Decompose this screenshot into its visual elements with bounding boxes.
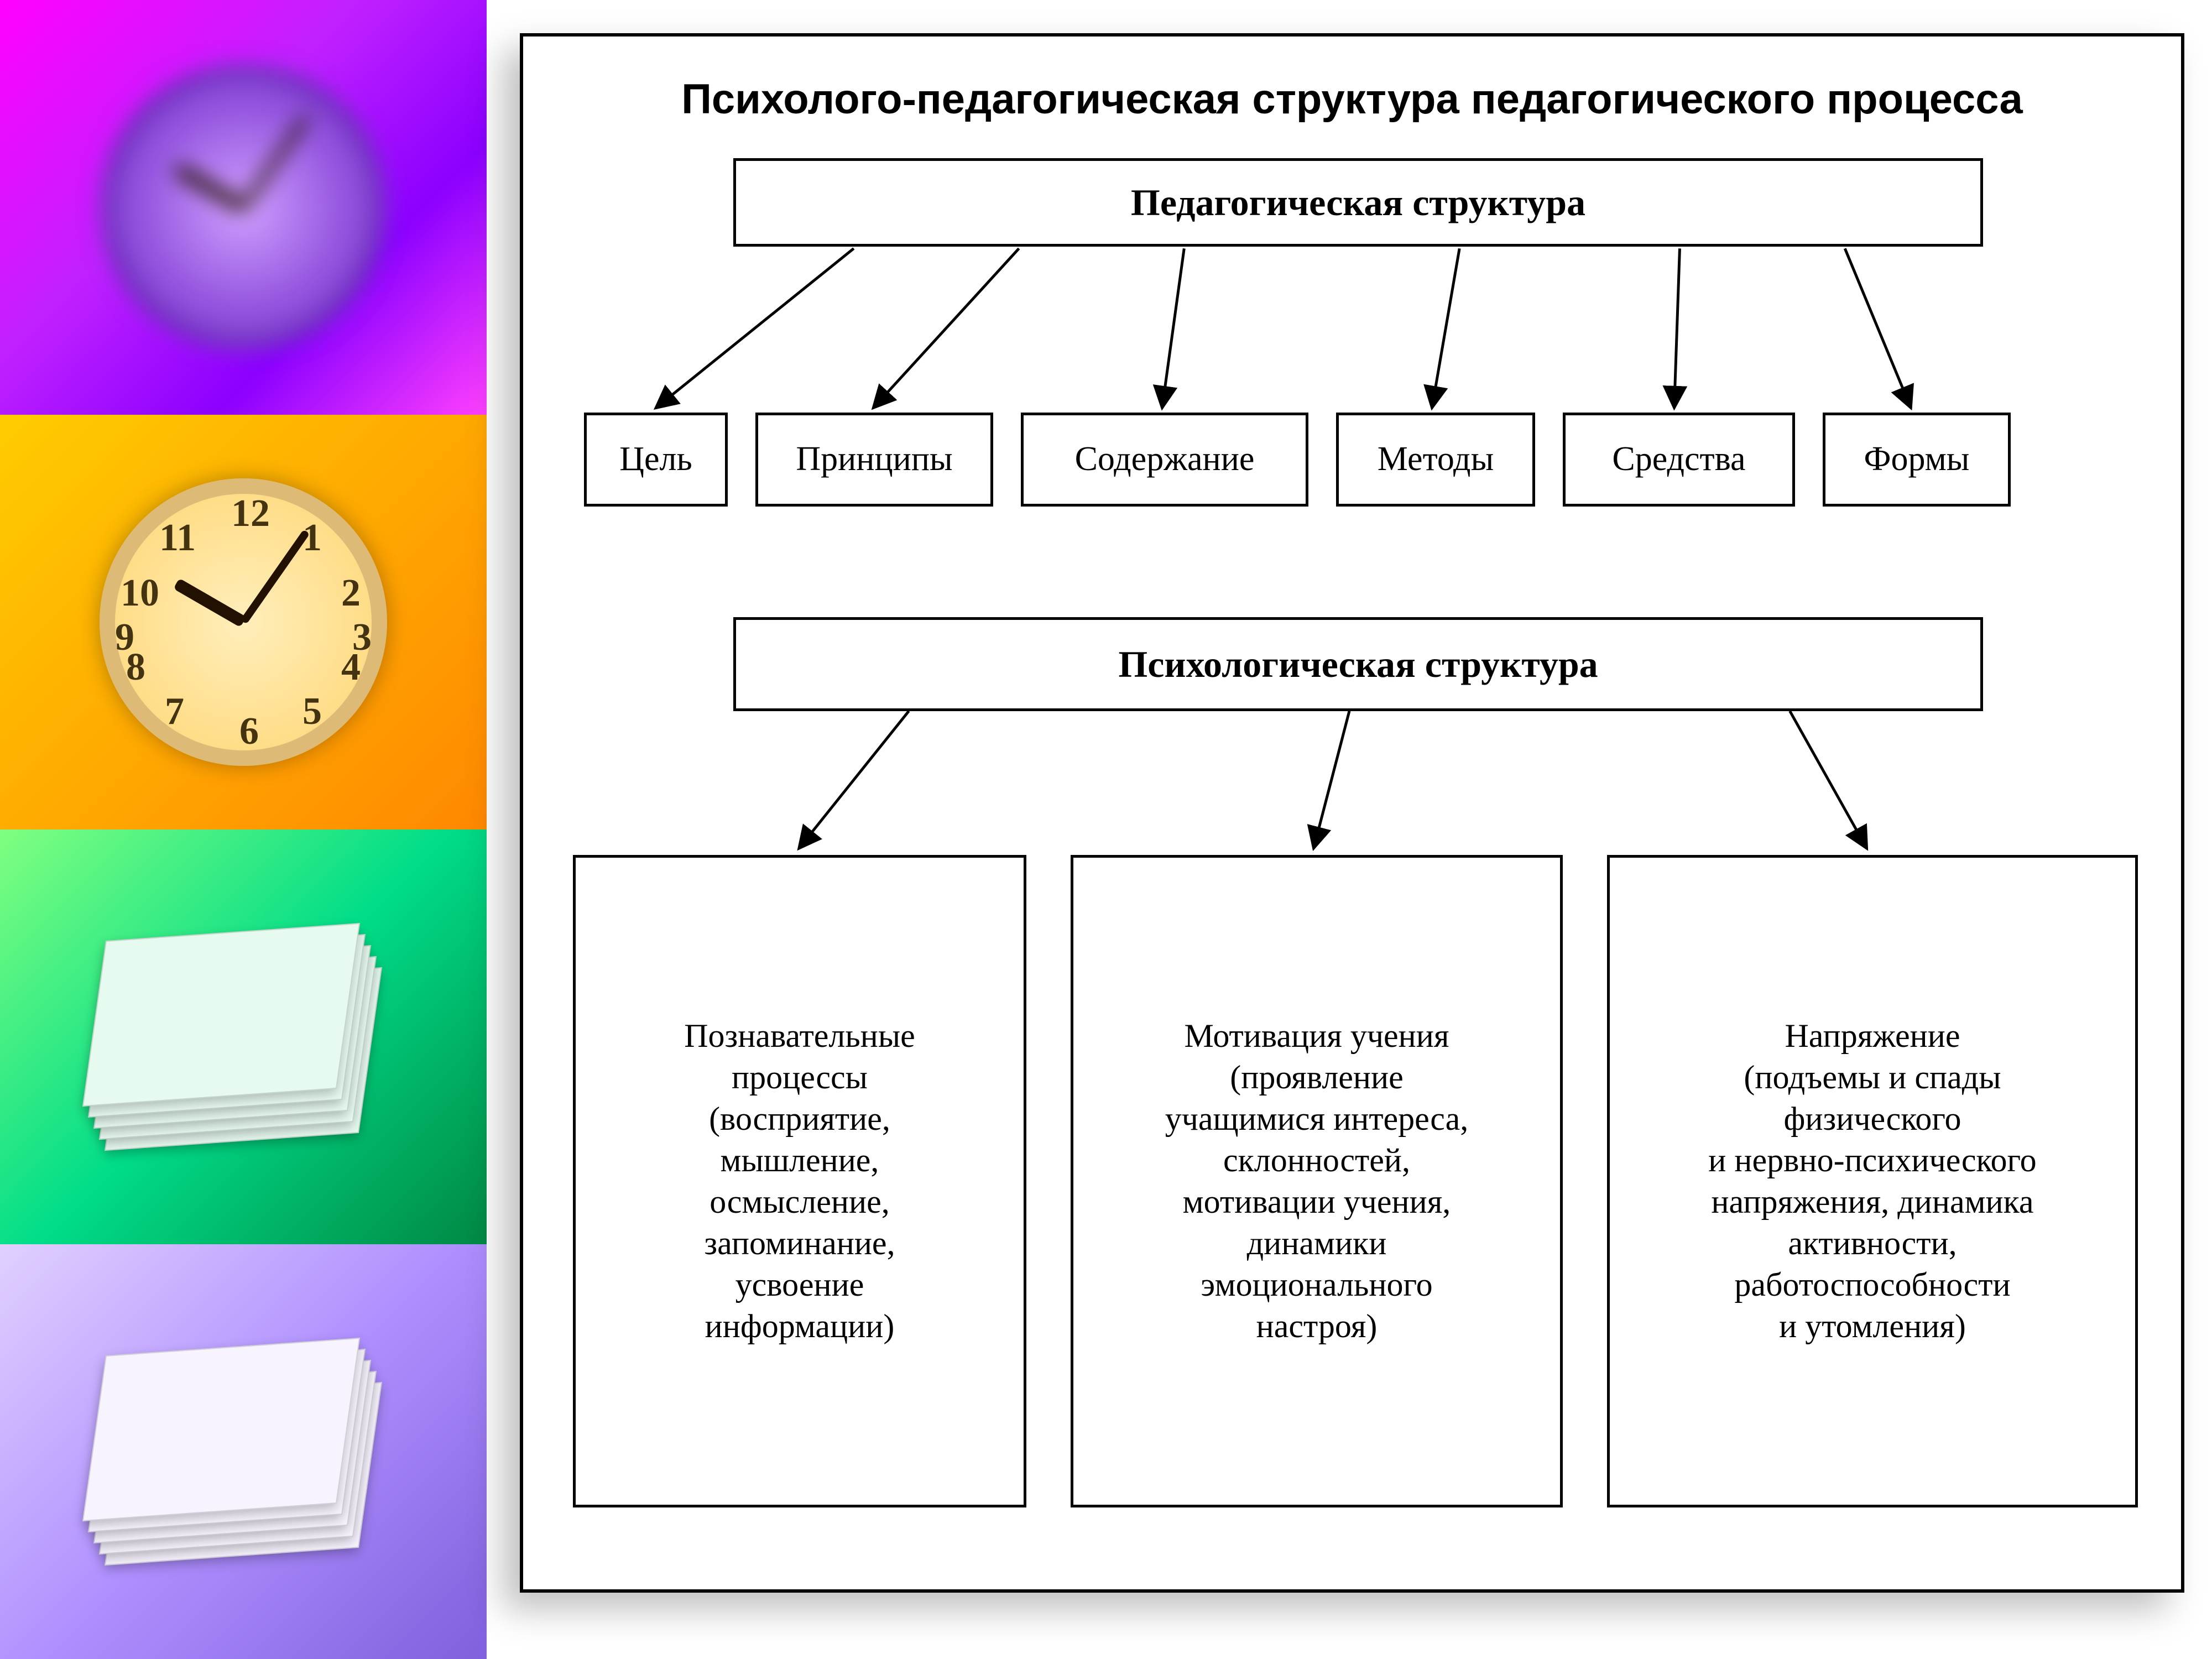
clock-numeral: 5 — [302, 690, 322, 734]
clock-numeral: 12 — [231, 492, 270, 536]
paper-stack-icon — [94, 1347, 393, 1557]
section1-child: Содержание — [1021, 413, 1308, 507]
clock-numeral: 4 — [341, 645, 361, 690]
sidebar-tile-clock-sharp: 12 1 2 3 4 5 6 7 8 9 10 11 — [0, 415, 487, 830]
diagram-title: Психолого-педагогическая структура педаг… — [523, 75, 2181, 123]
section2-child: Мотивация учения (проявление учащимися и… — [1071, 855, 1563, 1507]
clock-icon: 12 1 2 3 4 5 6 7 8 9 10 11 — [100, 478, 387, 766]
section2-child: Познавательные процессы (восприятие, мыш… — [573, 855, 1026, 1507]
clock-icon — [100, 64, 387, 351]
diagram-panel: Психолого-педагогическая структура педаг… — [520, 33, 2184, 1593]
section1-child: Методы — [1336, 413, 1535, 507]
clock-minute-hand — [240, 114, 310, 210]
clock-numeral: 6 — [239, 709, 259, 754]
sidebar-tile-papers-purple — [0, 1244, 487, 1659]
clock-numeral: 10 — [121, 571, 159, 615]
clock-numeral: 7 — [165, 690, 184, 734]
section2-child: Напряжение (подъемы и спады физического … — [1607, 855, 2138, 1507]
clock-hour-hand — [173, 163, 246, 212]
decorative-sidebar: 12 1 2 3 4 5 6 7 8 9 10 11 — [0, 0, 487, 1659]
clock-numeral: 9 — [115, 615, 134, 660]
section1-child: Принципы — [755, 413, 993, 507]
sidebar-tile-papers-green — [0, 830, 487, 1244]
section2-header: Психологическая структура — [733, 617, 1983, 711]
paper-sheet — [82, 923, 360, 1107]
section1-child: Формы — [1823, 413, 2011, 507]
clock-numeral: 2 — [341, 571, 361, 615]
sidebar-tile-clock-blur — [0, 0, 487, 415]
clock-hour-hand — [173, 578, 246, 627]
section1-header: Педагогическая структура — [733, 158, 1983, 247]
paper-stack-icon — [94, 932, 393, 1142]
section1-child: Цель — [584, 413, 728, 507]
clock-numeral: 11 — [159, 516, 196, 560]
paper-sheet — [82, 1338, 360, 1521]
clock-minute-hand — [240, 529, 310, 624]
section1-child: Средства — [1563, 413, 1795, 507]
